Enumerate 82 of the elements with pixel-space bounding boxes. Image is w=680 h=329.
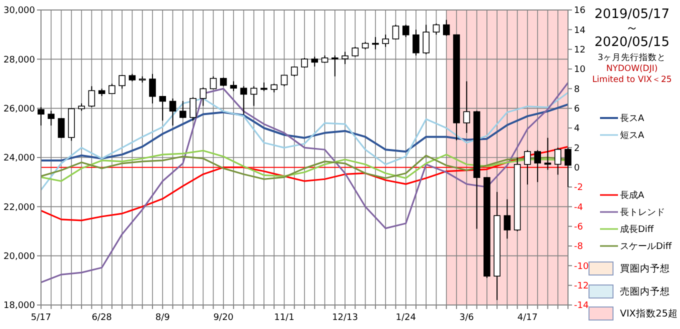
x-tick-label: 11/1 [274,313,294,323]
y-tick-label: 18,000 [4,301,36,312]
candlestick [504,198,511,240]
candlestick [352,46,359,58]
candlestick [534,150,541,183]
line-series [40,103,569,162]
y2-tick-label: 2 [574,144,580,154]
y2-tick-label: -12 [574,281,589,292]
y-tick-label: 26,000 [4,104,36,114]
candlestick [311,56,318,68]
y-tick-label: 24,000 [4,154,36,164]
candlestick [412,29,420,56]
candlestick [118,74,126,90]
y-tick-label: 22,000 [4,202,36,213]
candlestick [544,137,552,170]
legend-label: 長トレンド [620,207,665,218]
candlestick [58,118,65,138]
candlestick [554,147,562,176]
candlestick [402,24,410,38]
y2-tick-label: -4 [574,202,584,213]
y-tick-label: 30,000 [4,6,36,16]
x-tick-label: 5/17 [30,313,52,323]
candlestick [240,86,248,115]
candlestick [190,96,196,122]
x-tick-label: 4/17 [517,313,538,323]
y2-tick-label: 8 [574,84,580,95]
candlestick [463,80,470,134]
candlestick [210,76,217,90]
line-series [40,146,569,222]
y2-tick-label: 16 [574,6,586,16]
candlestick [149,73,156,104]
legend-label: 長成A [620,190,645,202]
candlestick [422,24,430,55]
y-tick-label: 20,000 [4,252,36,262]
text: 2019/05/17 ～ 2020/05/15 [594,7,670,50]
y-tick-label: 28,000 [4,55,36,66]
candlestick [169,98,176,126]
text: 売圏内予想 [620,285,670,298]
candlestick [372,36,379,50]
x-tick-label: 1/24 [396,313,416,323]
y2-tick-label: -6 [574,222,584,232]
line-series [40,82,569,284]
candlestick [442,19,450,36]
candlestick [230,80,237,92]
legend-label: 成長Diff [620,224,654,236]
text: 買圏内予想 [620,262,670,274]
y2-tick-label: 0 [574,163,580,174]
candlestick [108,83,116,94]
legend-label: 長スA [620,113,645,124]
candlestick [382,34,389,48]
x-tick-label: 6/28 [92,313,112,323]
y2-tick-label: -8 [574,242,584,252]
candlestick [159,96,166,122]
x-tick-label: 9/20 [213,313,234,323]
legend-label: VIX指数25超 [620,307,678,320]
candlestick [301,57,308,68]
y2-tick-label: 6 [574,104,580,114]
candlestick [342,51,348,65]
candlestick [332,54,338,77]
candlestick [524,150,531,186]
legend-label: スケールDiff [620,242,672,252]
legend-label: 短スA [620,130,645,142]
y2-tick-label: 14 [574,26,586,36]
candlestick [179,100,186,119]
x-tick-label: 3/6 [459,313,474,323]
text: 3ヶ月先行指数と NYDOW(DJI) Limited to VIX＜25 [592,52,672,85]
candlestick [280,74,288,87]
candlestick [88,86,96,108]
y2-tick-label: -10 [574,262,589,272]
y2-tick-label: 10 [574,65,586,76]
x-tick-label: 12/13 [332,313,358,323]
candlestick [250,86,258,106]
candlestick [200,86,207,106]
candlestick [48,110,55,126]
y2-tick-label: 4 [574,124,580,134]
y2-tick-label: 12 [574,45,586,56]
candlestick [290,66,298,77]
candlestick [392,24,400,40]
x-tick-label: 8/9 [155,313,170,323]
y2-tick-label: -2 [574,183,583,194]
y2-tick-label: -14 [574,301,589,312]
candlestick [432,23,440,36]
